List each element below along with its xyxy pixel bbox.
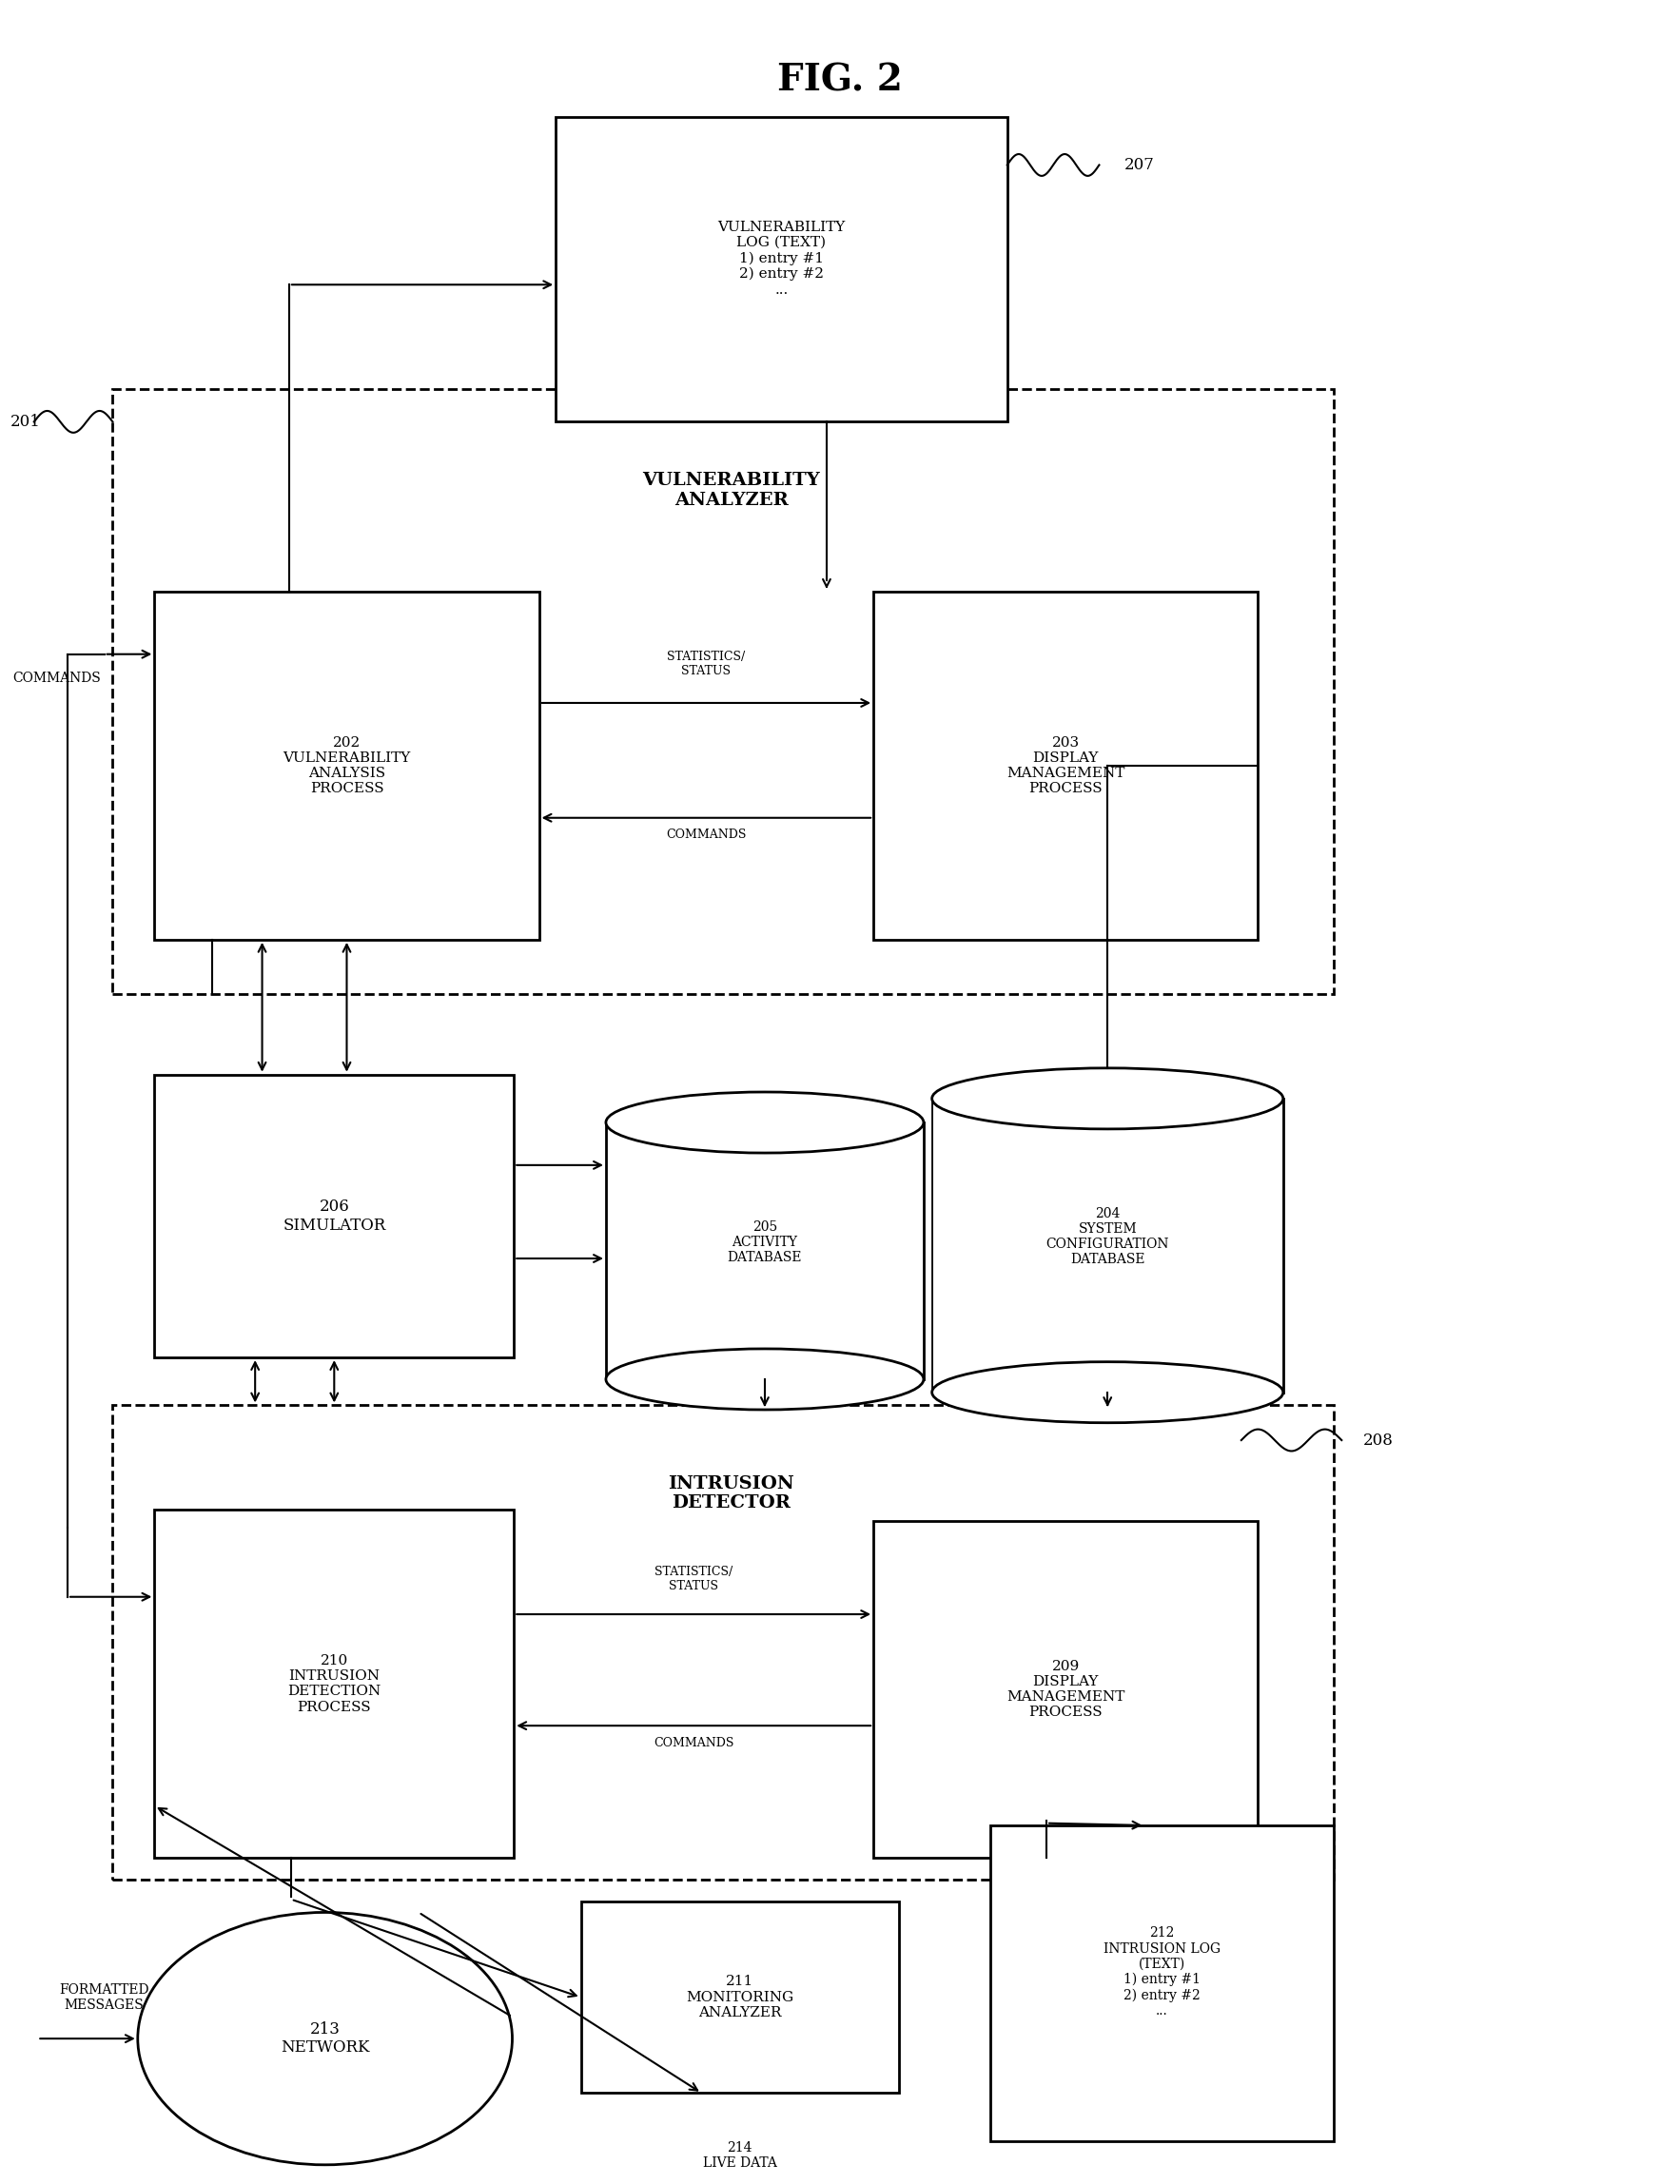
Text: FORMATTED
MESSAGES: FORMATTED MESSAGES [59,1983,150,2011]
Ellipse shape [138,1913,512,2164]
FancyBboxPatch shape [556,118,1008,422]
Text: 201: 201 [10,413,40,430]
Text: STATISTICS/
STATUS: STATISTICS/ STATUS [667,651,746,677]
Polygon shape [932,1099,1284,1391]
Text: 210
INTRUSION
DETECTION
PROCESS: 210 INTRUSION DETECTION PROCESS [287,1653,381,1714]
Polygon shape [934,1101,1282,1391]
Text: INTRUSION
DETECTOR: INTRUSION DETECTOR [669,1474,795,1511]
Text: 202
VULNERABILITY
ANALYSIS
PROCESS: 202 VULNERABILITY ANALYSIS PROCESS [282,736,410,795]
Ellipse shape [932,1068,1284,1129]
FancyBboxPatch shape [155,1509,514,1859]
Text: 209
DISPLAY
MANAGEMENT
PROCESS: 209 DISPLAY MANAGEMENT PROCESS [1006,1660,1126,1719]
FancyBboxPatch shape [874,592,1258,939]
Text: VULNERABILITY
ANALYZER: VULNERABILITY ANALYZER [642,472,820,509]
Text: COMMANDS: COMMANDS [665,828,746,841]
Text: 212
INTRUSION LOG
(TEXT)
1) entry #1
2) entry #2
...: 212 INTRUSION LOG (TEXT) 1) entry #1 2) … [1104,1926,1220,2018]
Text: VULNERABILITY
LOG (TEXT)
1) entry #1
2) entry #2
...: VULNERABILITY LOG (TEXT) 1) entry #1 2) … [717,221,845,297]
Ellipse shape [606,1092,924,1153]
Text: 208: 208 [1364,1433,1394,1448]
Text: COMMANDS: COMMANDS [654,1736,734,1749]
Text: 213
NETWORK: 213 NETWORK [281,2020,370,2055]
Polygon shape [608,1125,922,1378]
Text: 204
SYSTEM
CONFIGURATION
DATABASE: 204 SYSTEM CONFIGURATION DATABASE [1047,1208,1169,1267]
Polygon shape [606,1123,924,1380]
Text: COMMANDS: COMMANDS [12,673,101,686]
Text: 214
LIVE DATA: 214 LIVE DATA [702,2140,776,2169]
FancyBboxPatch shape [991,1826,1334,2140]
FancyBboxPatch shape [581,1902,899,2092]
Text: 205
ACTIVITY
DATABASE: 205 ACTIVITY DATABASE [727,1221,801,1265]
FancyBboxPatch shape [155,592,539,939]
Ellipse shape [606,1350,924,1409]
FancyBboxPatch shape [155,1075,514,1358]
Text: FIG. 2: FIG. 2 [778,61,902,98]
Ellipse shape [932,1363,1284,1422]
Text: 207: 207 [1124,157,1154,173]
Text: 211
MONITORING
ANALYZER: 211 MONITORING ANALYZER [685,1974,793,2020]
FancyBboxPatch shape [874,1520,1258,1859]
Text: 203
DISPLAY
MANAGEMENT
PROCESS: 203 DISPLAY MANAGEMENT PROCESS [1006,736,1126,795]
Text: STATISTICS/
STATUS: STATISTICS/ STATUS [655,1566,732,1592]
Text: 206
SIMULATOR: 206 SIMULATOR [282,1199,386,1234]
